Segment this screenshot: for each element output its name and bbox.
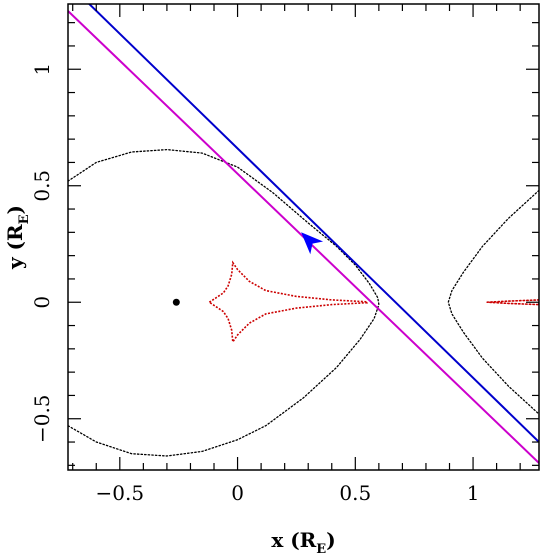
caustic-curve-right xyxy=(486,299,539,306)
y-axis-label-close: ) xyxy=(3,205,27,214)
x-tick-label: −0.5 xyxy=(96,481,145,505)
y-axis-label-main: y (R xyxy=(3,224,27,270)
x-tick-label: 1 xyxy=(467,481,480,505)
y-tick-label: 0 xyxy=(30,296,54,309)
y-axis-label: y (RE) xyxy=(3,205,32,270)
x-axis-label-main: x (R xyxy=(271,528,316,552)
x-axis-label: x (RE) xyxy=(271,528,335,555)
lens-position-point xyxy=(172,298,180,306)
plot-marks xyxy=(68,4,539,464)
direction-arrow xyxy=(301,232,324,255)
x-axis-label-close: ) xyxy=(326,528,335,552)
caustic-curve xyxy=(208,260,368,345)
critical-curve-right xyxy=(447,189,539,415)
plot-frame xyxy=(67,3,540,471)
x-tick-label: 0 xyxy=(231,481,244,505)
trajectory-line-1 xyxy=(87,4,539,443)
y-axis-label-sub: E xyxy=(17,214,32,224)
tick-labels: −0.5 0 0.5 1 −0.5 0 0.5 1 xyxy=(30,63,479,505)
y-tick-label: 1 xyxy=(30,63,54,76)
x-tick-label: 0.5 xyxy=(339,481,371,505)
critical-curve-left xyxy=(68,148,380,457)
y-tick-label: −0.5 xyxy=(30,394,54,443)
x-axis-label-sub: E xyxy=(316,542,326,555)
y-tick-label: 0.5 xyxy=(30,170,54,202)
axis-ticks xyxy=(68,4,539,470)
